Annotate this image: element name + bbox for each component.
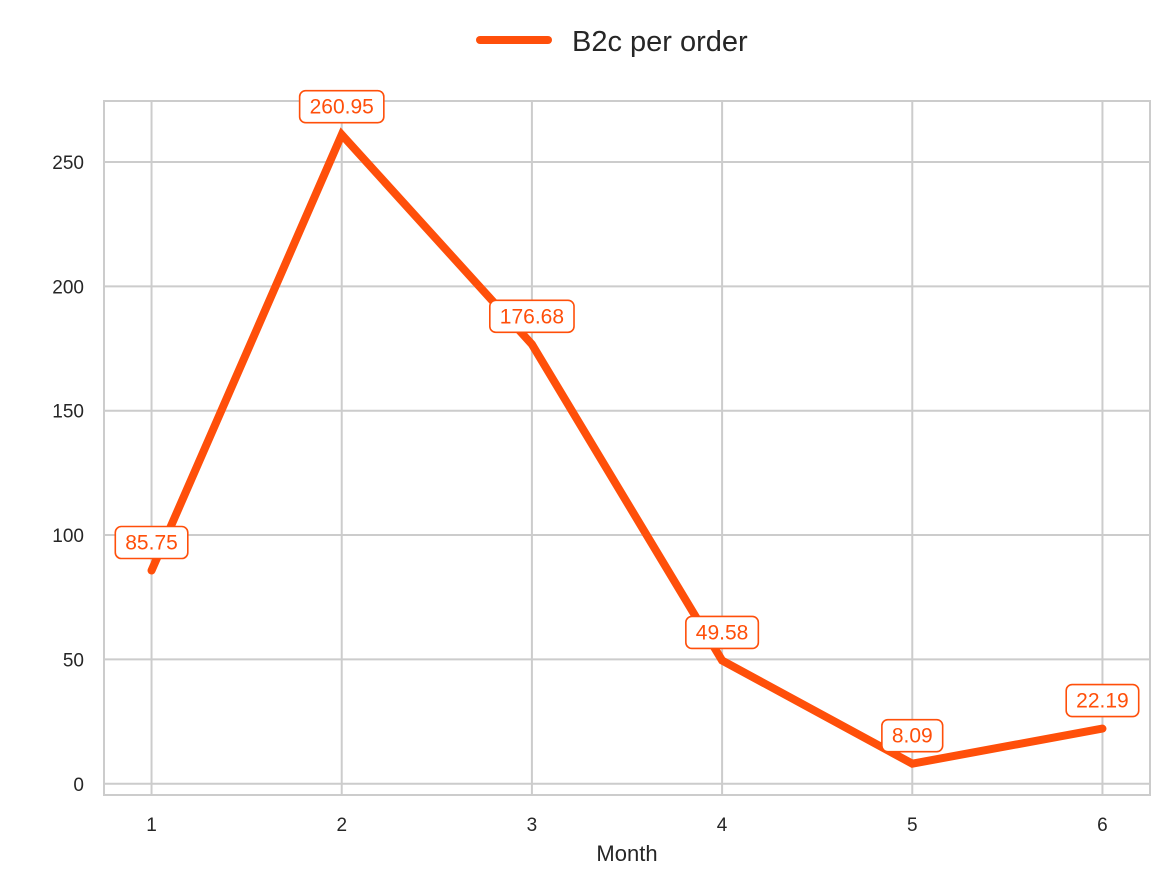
grid-lines <box>104 101 1150 795</box>
plot-frame <box>103 100 1151 796</box>
y-tick-label: 100 <box>52 526 84 547</box>
x-tick-label: 5 <box>907 815 918 836</box>
series-layer <box>147 127 1107 768</box>
data-label-text: 176.68 <box>500 305 564 328</box>
x-tick-labels: 1 2 3 4 5 6 <box>146 815 1107 836</box>
y-tick-label: 200 <box>52 277 84 298</box>
data-labels: 85.75 260.95 176.68 49.58 8.09 22.19 <box>114 89 1140 753</box>
data-label-box <box>881 718 944 753</box>
data-label: 176.68 <box>489 299 575 334</box>
x-tick-label: 2 <box>336 815 347 836</box>
data-label-box <box>685 615 760 650</box>
y-tick-label: 0 <box>73 775 84 796</box>
y-tick-label: 50 <box>63 650 84 671</box>
data-label-box <box>114 525 189 560</box>
data-label: 49.58 <box>685 615 760 650</box>
series-line <box>147 127 1107 768</box>
data-label-text: 85.75 <box>125 532 178 555</box>
y-tick-label: 150 <box>52 402 84 423</box>
x-tick-label: 1 <box>146 815 157 836</box>
data-label: 85.75 <box>114 525 189 560</box>
data-label: 260.95 <box>298 89 385 124</box>
data-label: 8.09 <box>881 718 944 753</box>
data-label-text: 260.95 <box>310 96 374 119</box>
data-label-text: 8.09 <box>892 725 933 748</box>
x-tick-label: 4 <box>717 815 728 836</box>
y-tick-label: 250 <box>52 153 84 174</box>
data-label-box <box>489 299 575 334</box>
legend-label: B2c per order <box>572 26 748 58</box>
data-label-box <box>1065 683 1140 718</box>
y-tick-labels: 0 50 100 150 200 250 <box>52 153 84 796</box>
x-axis-label: Month <box>596 841 657 866</box>
data-label-text: 22.19 <box>1076 690 1129 713</box>
legend: B2c per order <box>476 26 748 58</box>
data-label-text: 49.58 <box>696 621 749 644</box>
data-label-box <box>298 89 385 124</box>
x-tick-label: 6 <box>1097 815 1108 836</box>
data-label: 22.19 <box>1065 683 1140 718</box>
x-tick-label: 3 <box>527 815 538 836</box>
